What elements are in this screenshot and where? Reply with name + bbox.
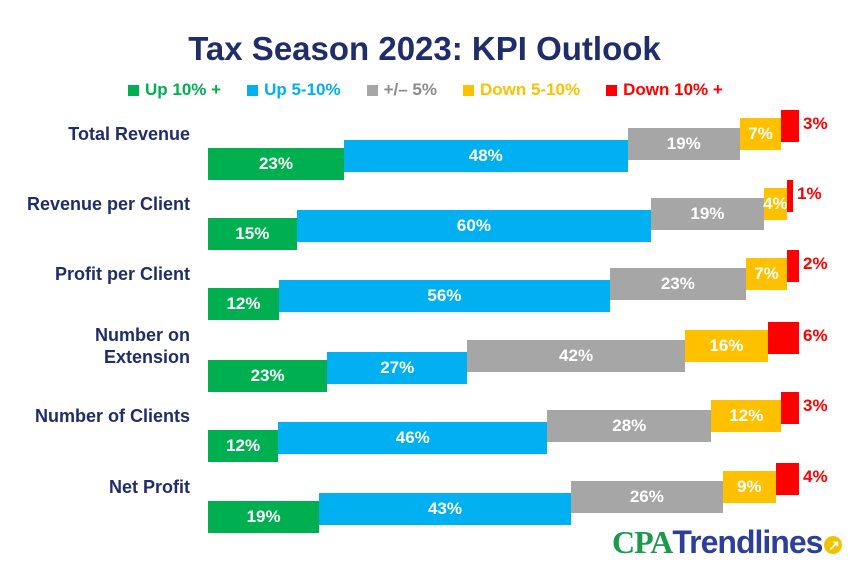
legend-item: Up 10% + — [128, 80, 221, 100]
legend-item: Down 10% + — [606, 80, 723, 100]
bar-segment: 26% — [570, 481, 723, 513]
legend-item: Down 5-10% — [463, 80, 580, 100]
legend-label: Down 5-10% — [480, 80, 581, 99]
bar-segment: 7% — [739, 118, 782, 150]
bar-segment — [781, 392, 799, 424]
category-label: Profit per Client — [54, 264, 190, 284]
category-label: Number on Extension — [94, 325, 190, 367]
bar-segment: 15% — [208, 218, 297, 250]
bar-segment: 9% — [722, 471, 776, 503]
bar-segment: 43% — [319, 493, 571, 525]
bar-segment: 23% — [609, 268, 746, 300]
bar-segment: 19% — [651, 198, 764, 230]
bar-segment: 19% — [627, 128, 740, 160]
bar-segment: 60% — [296, 210, 652, 242]
bar-segment: 23% — [208, 360, 328, 392]
data-label: 1% — [797, 184, 822, 203]
bar-segment: 28% — [547, 410, 712, 442]
legend-swatch — [606, 84, 618, 96]
data-label: 4% — [803, 467, 828, 486]
legend: Up 10% + Up 5-10% +/– 5% Down 5-10% Down 10%… — [128, 80, 723, 100]
bar-segment — [775, 463, 799, 495]
bar-segment: 7% — [745, 258, 788, 290]
bar-segment: 12% — [208, 288, 279, 320]
bar-segment — [781, 110, 799, 142]
legend-swatch — [247, 84, 259, 96]
bar-segment: 16% — [684, 330, 768, 362]
bar-segment: 12% — [711, 400, 782, 432]
data-label: 6% — [803, 326, 828, 345]
bar-segment: 4% — [763, 188, 788, 220]
legend-label: Up 5-10% — [264, 80, 341, 99]
cpatrendlines-logo: CPATrendlines ↗ — [612, 524, 843, 561]
bar-segment: 27% — [327, 352, 468, 384]
legend-item: +/– 5% — [366, 80, 437, 100]
bar-segment — [767, 322, 799, 354]
legend-label: +/– 5% — [383, 80, 437, 99]
bar-segment: 42% — [467, 340, 685, 372]
bar-segment: 46% — [278, 422, 548, 454]
legend-label: Down 10% + — [623, 80, 723, 99]
bar-segment: 48% — [343, 140, 628, 172]
category-label: Net Profit — [109, 477, 190, 497]
category-label: Total Revenue — [68, 124, 190, 144]
arrow-icon: ↗ — [824, 535, 843, 554]
data-label: 3% — [803, 396, 828, 415]
legend-item: Up 5-10% — [247, 80, 341, 100]
chart-title: Tax Season 2023: KPI Outlook — [188, 30, 661, 67]
bar-segment: 19% — [208, 501, 320, 533]
bar-segment: 23% — [208, 148, 344, 180]
data-label: 2% — [803, 254, 828, 273]
legend-swatch — [128, 84, 139, 96]
data-label: 3% — [803, 114, 828, 133]
legend-swatch — [366, 84, 378, 96]
bar-segment — [787, 250, 799, 282]
bar-segment — [787, 180, 794, 212]
bar-segment: 12% — [208, 430, 279, 462]
legend-label: Up 10% + — [145, 80, 222, 99]
bar-segment: 56% — [278, 280, 610, 312]
legend-swatch — [463, 84, 474, 96]
category-label: Number of Clients — [34, 406, 190, 426]
category-label: Revenue per Client — [26, 194, 190, 214]
